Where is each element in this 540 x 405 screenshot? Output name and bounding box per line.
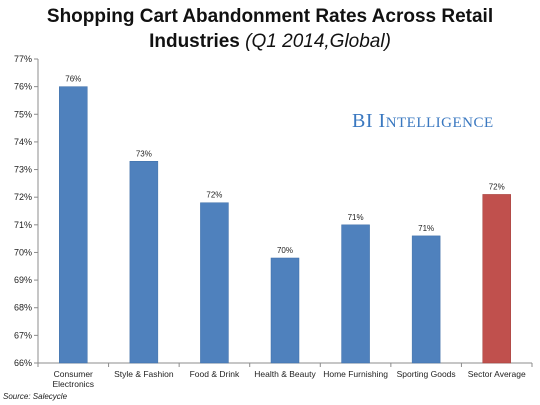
chart-title-line2-text: Industries [149, 31, 240, 52]
bar [59, 86, 88, 364]
y-tick-label: 69% [14, 275, 32, 285]
y-tick-label: 68% [14, 303, 32, 313]
x-tick-label: Home Furnishing [323, 369, 388, 379]
chart-title-line2: Industries (Q1 2014,Global) [0, 29, 540, 54]
x-tick-label: Health & Beauty [254, 369, 316, 379]
data-label: 76% [65, 75, 81, 84]
bar [200, 202, 229, 364]
x-tick-label: Electronics [52, 379, 94, 389]
y-tick-label: 72% [14, 192, 32, 202]
x-tick-label: Consumer [54, 369, 93, 379]
y-tick-label: 71% [14, 220, 32, 230]
data-label: 72% [489, 182, 505, 191]
y-tick-label: 77% [14, 54, 32, 64]
bi-intelligence-logo: BI INTELLIGENCE [352, 110, 494, 132]
data-label: 73% [136, 149, 152, 158]
x-tick-label: Sporting Goods [397, 369, 456, 379]
y-tick-label: 76% [14, 82, 32, 92]
y-tick-label: 74% [14, 137, 32, 147]
bar [341, 224, 370, 364]
data-label: 72% [206, 191, 222, 200]
bar [129, 161, 159, 364]
x-tick-label: Food & Drink [190, 369, 240, 379]
chart-title: Shopping Cart Abandonment Rates Across R… [0, 4, 540, 54]
y-tick-label: 73% [14, 165, 32, 175]
data-label: 71% [348, 213, 364, 222]
y-tick-label: 66% [14, 358, 32, 368]
source-note: Source: Salecycle [3, 392, 68, 401]
data-label: 70% [277, 246, 293, 255]
bar [270, 257, 300, 364]
bar [482, 194, 511, 364]
chart-subtitle: (Q1 2014,Global) [245, 31, 391, 52]
x-tick-label: Style & Fashion [114, 369, 174, 379]
chart-title-line1: Shopping Cart Abandonment Rates Across R… [46, 6, 494, 27]
data-label: 71% [418, 224, 434, 233]
bar [411, 235, 441, 364]
y-tick-label: 67% [14, 330, 32, 340]
y-tick-label: 75% [14, 109, 32, 119]
y-tick-label: 70% [14, 247, 32, 257]
x-tick-label: Sector Average [468, 369, 526, 379]
